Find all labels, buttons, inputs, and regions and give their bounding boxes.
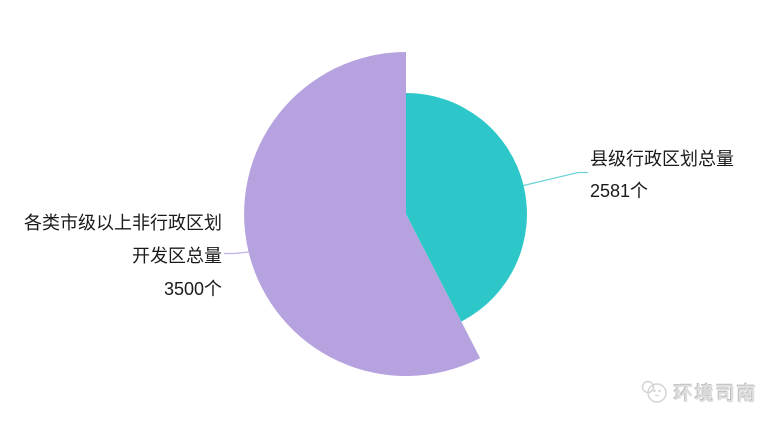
pie-slice-county-divisions[interactable] <box>406 93 527 322</box>
label-development-zones-line2: 开发区总量 <box>132 246 222 266</box>
label-county-divisions: 县级行政区划总量 2581个 <box>590 143 734 207</box>
label-development-zones: 各类市级以上非行政区划 开发区总量 3500个 <box>24 207 222 306</box>
label-development-zones-value: 3500个 <box>163 279 222 299</box>
watermark: 环境司南 <box>640 378 758 406</box>
label-county-divisions-value: 2581个 <box>590 181 649 201</box>
label-development-zones-line1: 各类市级以上非行政区划 <box>24 213 222 233</box>
pie-slice-development-zones[interactable] <box>244 52 481 377</box>
leader-line-right <box>523 171 588 187</box>
leader-line-left <box>224 251 249 255</box>
watermark-text: 环境司南 <box>673 383 758 405</box>
bird-logo-icon <box>641 380 667 403</box>
label-county-divisions-line1: 县级行政区划总量 <box>590 149 734 169</box>
